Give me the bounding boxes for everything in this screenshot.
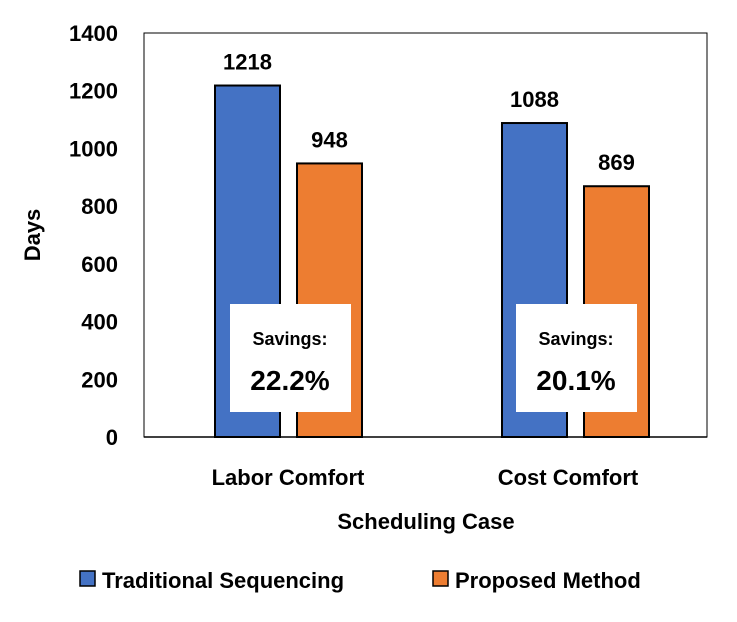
y-tick-label: 200 bbox=[81, 367, 118, 392]
savings-box bbox=[516, 304, 637, 412]
x-axis-label: Scheduling Case bbox=[337, 509, 514, 534]
y-tick-label: 1000 bbox=[69, 136, 118, 161]
savings-label: Savings: bbox=[538, 329, 613, 349]
legend-label: Traditional Sequencing bbox=[102, 568, 344, 593]
savings-label: Savings: bbox=[252, 329, 327, 349]
y-tick-label: 400 bbox=[81, 310, 118, 335]
savings-value: 22.2% bbox=[250, 365, 329, 396]
y-tick-label: 1200 bbox=[69, 79, 118, 104]
data-label: 1088 bbox=[510, 87, 559, 112]
x-tick-label: Cost Comfort bbox=[498, 465, 639, 490]
legend: Traditional Sequencing Proposed Method bbox=[79, 568, 641, 593]
legend-swatch bbox=[79, 570, 96, 587]
legend-swatch bbox=[432, 570, 449, 587]
y-tick-label: 800 bbox=[81, 194, 118, 219]
y-tick-label: 1400 bbox=[69, 21, 118, 46]
savings-box bbox=[230, 304, 351, 412]
data-label: 948 bbox=[311, 127, 348, 152]
x-tick-label: Labor Comfort bbox=[212, 465, 365, 490]
y-tick-label: 0 bbox=[106, 425, 118, 450]
y-tick-label: 600 bbox=[81, 252, 118, 277]
savings-value: 20.1% bbox=[536, 365, 615, 396]
y-axis-label: Days bbox=[20, 209, 45, 262]
data-label: 869 bbox=[598, 150, 635, 175]
data-label: 1218 bbox=[223, 50, 272, 75]
legend-label: Proposed Method bbox=[455, 568, 641, 593]
